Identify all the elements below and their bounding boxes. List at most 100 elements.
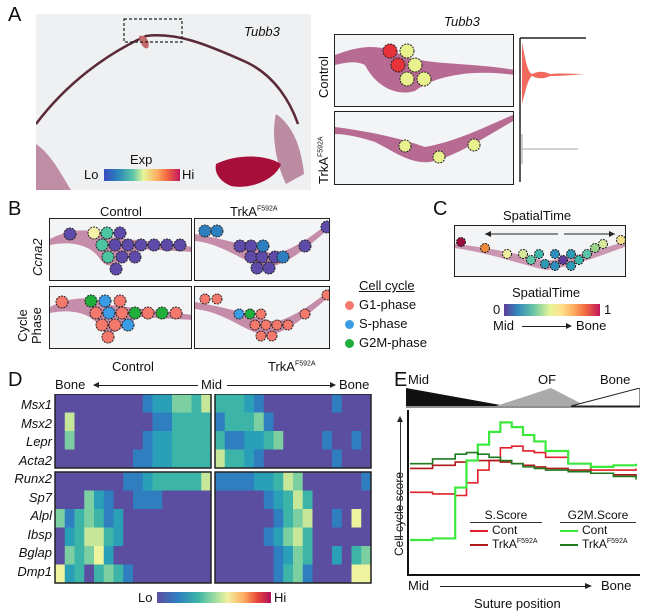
heatmap-cell-lepr (74, 431, 85, 450)
heatmap-cell-alpl (263, 509, 274, 528)
heatmap-cell-ibsp (234, 527, 245, 547)
heatmap-cell-ibsp (351, 527, 362, 547)
spot-mid (399, 43, 415, 59)
heatmap-cell-alpl (224, 509, 235, 528)
y-axis-arrow (400, 420, 401, 540)
heatmap-cell-msx2 (152, 412, 163, 432)
heatmap-cell-runx2 (162, 472, 173, 491)
heatmap-cell-runx2 (64, 472, 75, 491)
zone-label-mid: Mid (408, 372, 429, 387)
heatmap-cell-lepr (263, 431, 274, 450)
gene-label: Msx1 (20, 397, 52, 412)
zoom-region-box[interactable] (123, 18, 183, 43)
heatmap-cell-sp7 (191, 490, 202, 510)
heatmap-cell-sp7 (84, 490, 95, 510)
heatmap-cell-acta2 (74, 449, 85, 469)
heatmap-cell-acta2 (181, 449, 192, 469)
heatmap-cell-lepr (64, 431, 75, 450)
heatmap-cell-dmp1 (361, 564, 372, 584)
heatmap-cell-sp7 (224, 490, 235, 510)
legend-label: G1-phase (359, 297, 417, 312)
heatmap-cell-ibsp (254, 527, 265, 547)
col-label-mutant-sup: F592A (256, 205, 278, 213)
heatmap-cell-alpl (172, 509, 183, 528)
panel-e-letter: E (394, 369, 408, 391)
heatmap-cell-acta2 (191, 449, 202, 469)
heatmap-cell-ibsp (133, 527, 144, 547)
heatmap-cell-bglap (312, 546, 323, 565)
exp-colorbar-title: Exp (130, 152, 153, 167)
heatmap-cell-bglap (293, 546, 304, 565)
arrow-right-head (609, 231, 615, 237)
heatmap-cell-msx1 (224, 394, 235, 413)
heatmap-cell-ibsp (181, 527, 192, 547)
legend-entry-sup: F592A (606, 538, 628, 545)
heatmap-cell-runx2 (215, 472, 226, 491)
heatmap-cell-msx1 (74, 394, 85, 413)
heatmap-cell-acta2 (234, 449, 245, 469)
spatialtime-colorbar-min: 0 (493, 302, 501, 317)
heatmap-cell-bglap (162, 546, 173, 565)
heatmap-cell-runx2 (322, 472, 333, 491)
heatmap-colorbar-hi: Hi (274, 590, 287, 605)
heatmap-cell-acta2 (361, 449, 372, 469)
ccna2-control-svg (50, 226, 191, 276)
spatialtime-colorbar-max: 1 (604, 302, 612, 317)
heatmap-cell-lepr (361, 431, 372, 450)
ccna2-mutant-image (194, 218, 330, 281)
legend-group-title: S.Score (470, 508, 542, 523)
spot-mid (432, 150, 446, 164)
line-sample-icon (560, 543, 578, 546)
heatmap-cell-sp7 (244, 490, 255, 510)
heatmap-cell-dmp1 (123, 564, 134, 584)
heatmap-cell-dmp1 (244, 564, 255, 584)
heatmap-cell-sp7 (201, 490, 212, 510)
tissue-top-spot (139, 35, 149, 49)
col-label-mutant: TrkAF592A (230, 204, 278, 219)
heatmap-cell-acta2 (215, 449, 226, 469)
heatmap-cell-alpl (162, 509, 173, 528)
heatmap-cell-bglap (152, 546, 163, 565)
heatmap-cell-lepr (234, 431, 245, 450)
heatmap-cell-msx1 (293, 394, 304, 413)
heatmap-cell-dmp1 (94, 564, 105, 584)
heatmap-cell-sp7 (162, 490, 173, 510)
heatmap-cell-runx2 (293, 472, 304, 491)
heatmap-cell-lepr (244, 431, 255, 450)
tissue-section (50, 230, 191, 266)
s-dot-icon (345, 320, 354, 330)
heatmap-cell-alpl (181, 509, 192, 528)
heatmap-cell-msx2 (273, 412, 284, 432)
heatmap-cell-alpl (351, 509, 362, 528)
chart-axes (407, 410, 640, 576)
x-axis-start-label: Mid (408, 578, 429, 593)
x-axis-arrow-head-icon (585, 583, 592, 589)
gene-label-zoom: Tubb3 (444, 14, 480, 29)
s-spot (233, 308, 245, 320)
line-sample-icon (560, 529, 578, 532)
heatmap-cell-dmp1 (283, 564, 294, 584)
heatmap-cell-msx2 (55, 412, 66, 432)
heatmap-cell-sp7 (215, 490, 226, 510)
gene-label: Dmp1 (17, 563, 52, 579)
legend-entry-sup: F592A (516, 538, 538, 545)
heatmap-cell-ibsp (191, 527, 202, 547)
heatmap-cell-bglap (181, 546, 192, 565)
spot-mid (416, 71, 432, 87)
heatmap-cell-msx1 (181, 394, 192, 413)
heatmap-cell-msx1 (133, 394, 144, 413)
row-label-control: Control (316, 56, 331, 98)
heatmap-cell-dmp1 (312, 564, 323, 584)
heatmap-cell-sp7 (123, 490, 134, 510)
heatmap-cell-ibsp (312, 527, 323, 547)
legend-entry-label: Cont (492, 523, 518, 537)
heatmap-cell-lepr (133, 431, 144, 450)
heatmap-cell-bglap (361, 546, 372, 565)
heatmap-cell-runx2 (302, 472, 313, 491)
heatmap-cell-lepr (181, 431, 192, 450)
panel-a-letter: A (8, 4, 22, 26)
phase-control-image (49, 286, 192, 349)
spatialtime-image (454, 225, 626, 277)
heatmap-cell-msx1 (64, 394, 75, 413)
heatmap-cell-sp7 (302, 490, 313, 510)
